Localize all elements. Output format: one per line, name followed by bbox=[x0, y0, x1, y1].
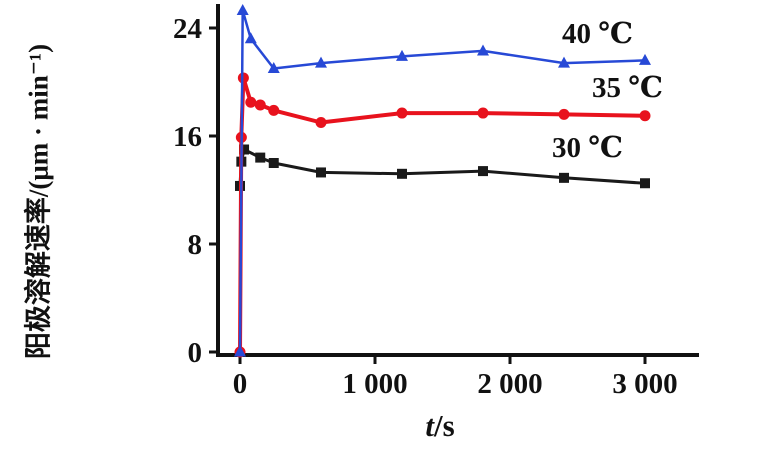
marker-square bbox=[559, 172, 569, 183]
marker-square bbox=[478, 166, 488, 177]
marker-triangle bbox=[234, 345, 246, 357]
marker-circle bbox=[245, 96, 257, 108]
legend-label-35c: 35 ℃ bbox=[592, 72, 663, 104]
y-tick-label: 24 bbox=[173, 13, 202, 45]
marker-circle bbox=[477, 107, 489, 119]
marker-square bbox=[239, 144, 250, 155]
series-line-circle bbox=[238, 75, 647, 354]
marker-triangle bbox=[315, 56, 327, 68]
x-axis-label: t/s bbox=[360, 408, 520, 444]
marker-circle bbox=[639, 110, 651, 122]
marker-triangle bbox=[477, 44, 489, 56]
x-axis-label-unit: /s bbox=[433, 408, 455, 443]
marker-circle bbox=[558, 108, 570, 120]
x-axis-label-variable: t bbox=[425, 408, 434, 443]
y-tick-label: 16 bbox=[173, 121, 202, 153]
x-tick-label: 2 000 bbox=[477, 368, 542, 400]
marker-circle bbox=[396, 107, 408, 119]
marker-square bbox=[397, 168, 407, 179]
y-axis-label: 阳极溶解速率/(μm · min⁻¹) bbox=[23, 43, 54, 360]
y-tick-label: 0 bbox=[188, 337, 203, 369]
legend-label-40c: 40 ℃ bbox=[562, 18, 633, 50]
marker-circle bbox=[268, 104, 280, 116]
marker-square bbox=[255, 152, 266, 163]
marker-triangle bbox=[558, 56, 570, 68]
marker-square bbox=[316, 167, 326, 178]
marker-circle bbox=[315, 117, 327, 128]
marker-triangle bbox=[244, 32, 257, 44]
axes bbox=[216, 4, 699, 357]
marker-triangle bbox=[639, 53, 651, 65]
x-tick-label: 0 bbox=[233, 368, 248, 400]
marker-triangle bbox=[236, 3, 249, 15]
x-tick-label: 1 000 bbox=[342, 368, 407, 400]
marker-triangle bbox=[267, 62, 280, 73]
y-tick-label: 8 bbox=[188, 229, 203, 261]
legend-label-30c: 30 ℃ bbox=[552, 132, 623, 164]
marker-square bbox=[640, 178, 650, 189]
marker-circle bbox=[254, 99, 266, 111]
series-line-triangle bbox=[238, 9, 647, 354]
x-tick-label: 3 000 bbox=[612, 368, 677, 400]
marker-square bbox=[268, 158, 279, 168]
marker-triangle bbox=[396, 49, 408, 61]
